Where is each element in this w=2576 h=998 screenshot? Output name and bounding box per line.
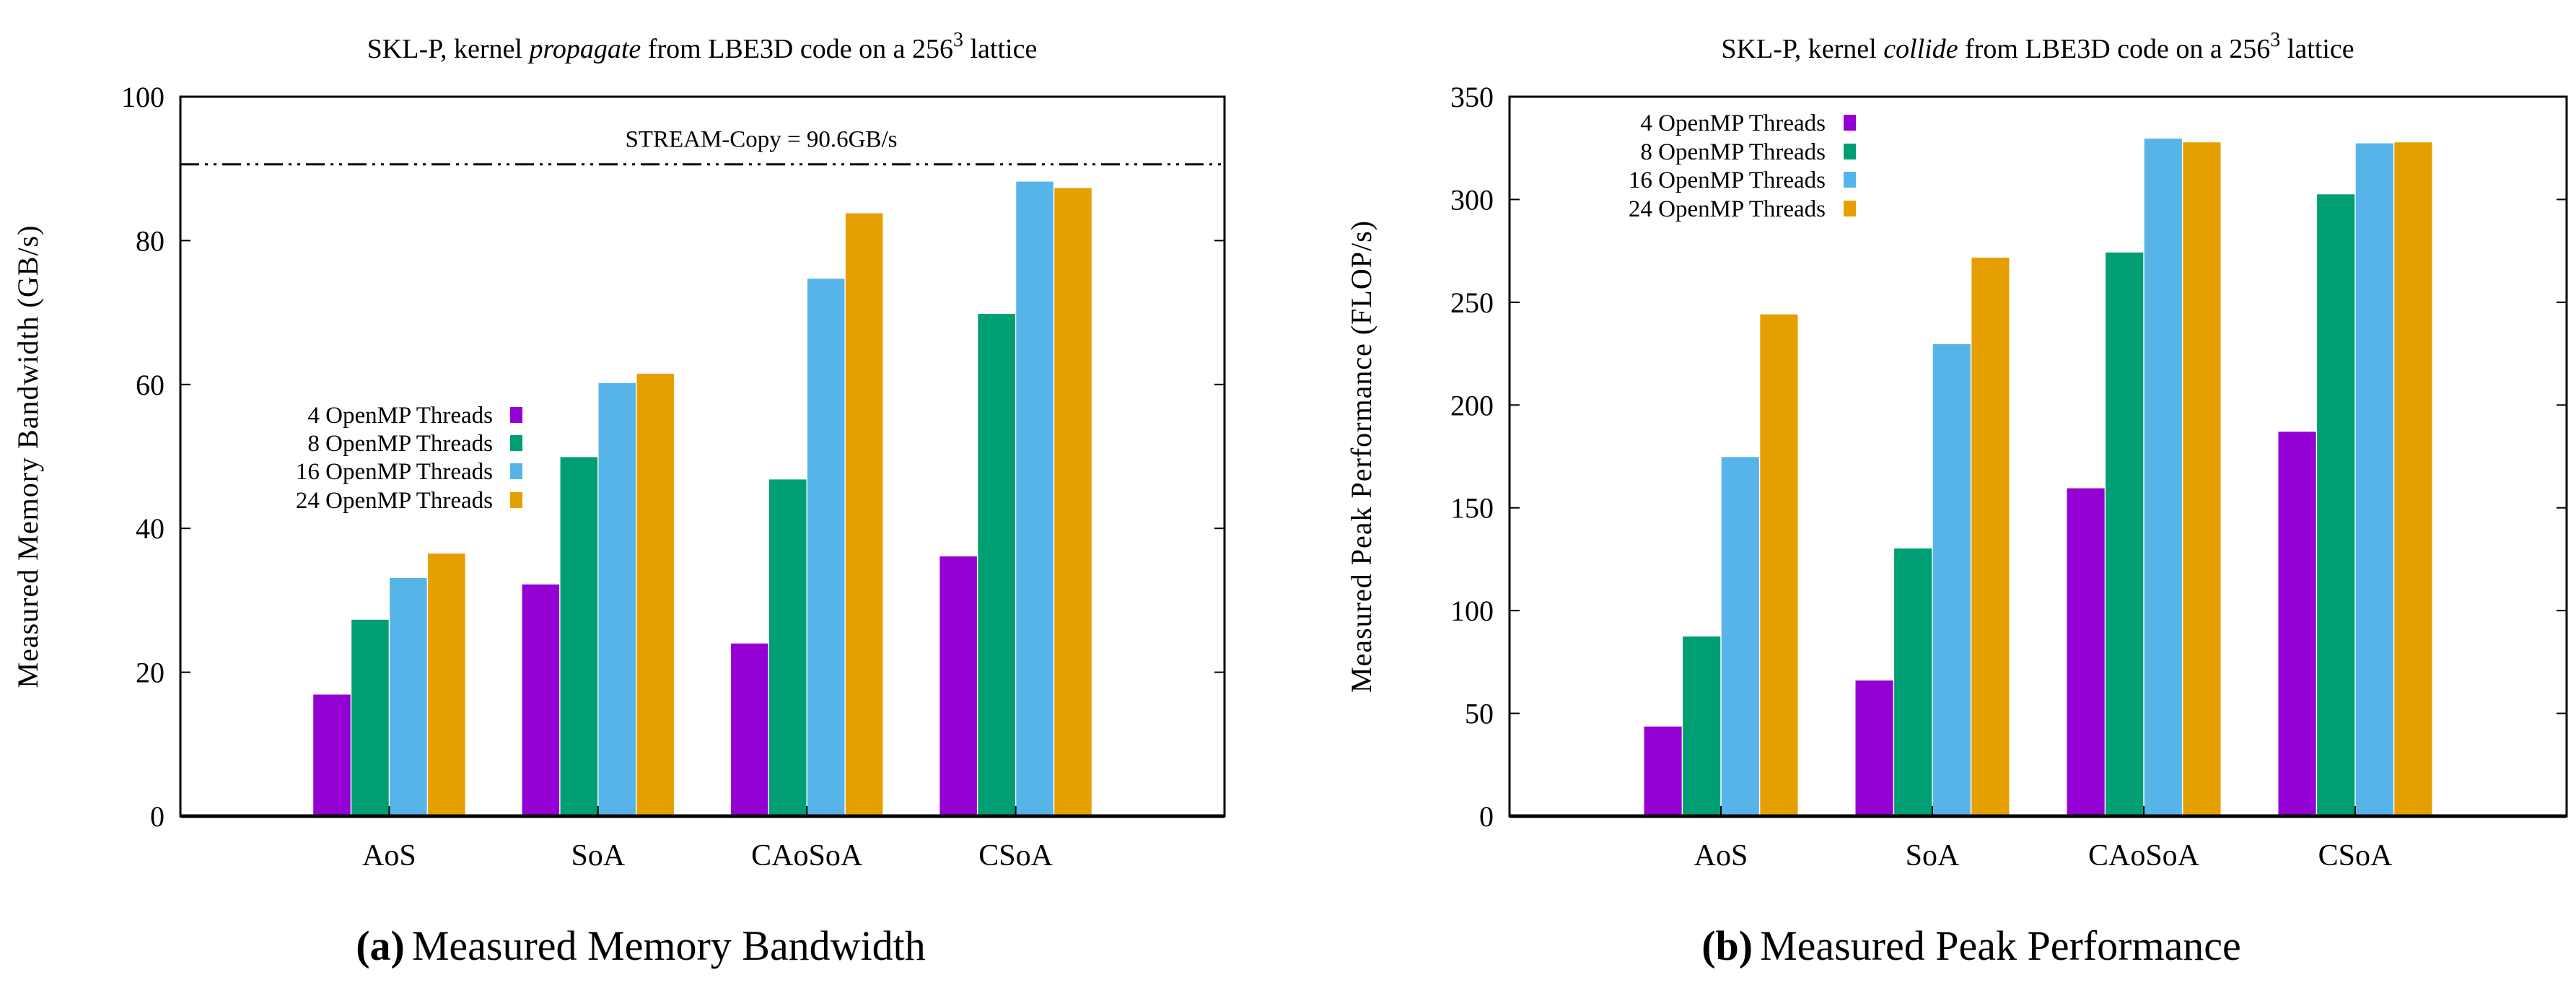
y-tick-label: 60: [136, 369, 165, 401]
bar-soa-series-0: [1855, 680, 1893, 816]
bar-aos-series-1: [1683, 636, 1721, 816]
y-tick-label: 150: [1450, 492, 1494, 525]
bar-aos-series-3: [1760, 314, 1798, 817]
y-tick-label: 250: [1450, 286, 1494, 319]
legend-label: 8 OpenMP Threads: [307, 431, 493, 457]
legend-swatch: [510, 435, 522, 451]
legend-swatch: [510, 407, 522, 423]
bar-soa-series-1: [560, 457, 598, 816]
legend-swatch: [1844, 172, 1856, 188]
bar-caosoa-series-2: [2144, 139, 2182, 817]
legend-swatch: [1844, 115, 1856, 131]
bar-caosoa-series-1: [768, 479, 807, 816]
bar-soa-series-2: [1932, 343, 1971, 816]
legend-swatch: [1844, 144, 1856, 159]
bar-aos-series-3: [428, 553, 465, 816]
subfigure-caption: (b) Measured Peak Performance: [1701, 922, 2241, 969]
performance-chart: SKL-P, kernel collide from LBE3D code on…: [1345, 29, 2568, 969]
bar-aos-series-1: [351, 619, 389, 816]
title-suffix: lattice: [963, 34, 1037, 64]
y-tick-label: 40: [136, 512, 165, 545]
bar-csoa-series-1: [978, 314, 1015, 816]
caption-text: Measured Peak Performance: [1760, 922, 2241, 969]
y-tick-label: 100: [1450, 595, 1494, 627]
y-axis-label: Measured Memory Bandwidth (GB/s): [12, 225, 44, 688]
chart-title: SKL-P, kernel propagate from LBE3D code …: [367, 29, 1038, 64]
bar-aos-series-2: [1721, 457, 1759, 816]
y-tick-label: 300: [1450, 183, 1494, 216]
bandwidth-chart: SKL-P, kernel propagate from LBE3D code …: [12, 29, 1226, 969]
title-mid: from LBE3D code on a 256: [1958, 34, 2271, 64]
x-tick-label: CSoA: [2318, 839, 2393, 872]
legend-label: 24 OpenMP Threads: [296, 488, 493, 514]
y-tick-label: 200: [1450, 389, 1494, 421]
y-tick-label: 20: [136, 657, 165, 689]
y-tick-label: 50: [1465, 698, 1494, 730]
legend-label: 16 OpenMP Threads: [296, 459, 493, 485]
title-suffix: lattice: [2280, 34, 2354, 64]
legend-label: 16 OpenMP Threads: [1629, 167, 1826, 193]
title-kernel: propagate: [527, 34, 641, 64]
legend-swatch: [1844, 201, 1856, 216]
bar-caosoa-series-3: [2183, 142, 2221, 816]
bar-csoa-series-3: [1054, 188, 1092, 816]
bar-soa-series-3: [1971, 258, 2010, 816]
y-tick-label: 0: [1479, 800, 1494, 833]
bar-aos-series-0: [313, 694, 351, 816]
bar-caosoa-series-0: [2067, 488, 2105, 816]
x-tick-label: SoA: [571, 839, 625, 872]
bar-soa-series-1: [1894, 548, 1932, 816]
y-tick-label: 100: [121, 81, 165, 113]
bar-aos-series-0: [1644, 726, 1682, 816]
bar-caosoa-series-1: [2106, 252, 2144, 816]
y-tick-label: 350: [1450, 81, 1494, 113]
y-tick-label: 0: [150, 800, 165, 833]
bar-csoa-series-2: [1016, 181, 1053, 816]
subfigure-caption: (a) Measured Memory Bandwidth: [356, 922, 926, 969]
x-tick-label: CAoSoA: [751, 839, 863, 872]
bar-caosoa-series-3: [845, 213, 883, 816]
legend-label: 4 OpenMP Threads: [1640, 110, 1826, 136]
x-tick-label: AoS: [1694, 839, 1748, 872]
bar-soa-series-2: [598, 382, 636, 816]
title-prefix: SKL-P, kernel: [367, 34, 530, 64]
bar-csoa-series-1: [2317, 194, 2355, 816]
bar-soa-series-0: [522, 584, 560, 816]
chart-title: SKL-P, kernel collide from LBE3D code on…: [1721, 29, 2354, 64]
caption-text: Measured Memory Bandwidth: [412, 922, 926, 969]
caption-letter: (b): [1701, 922, 1753, 969]
legend-swatch: [510, 463, 522, 479]
x-tick-label: CAoSoA: [2088, 839, 2200, 872]
title-sup: 3: [2270, 29, 2280, 51]
bar-csoa-series-0: [939, 556, 977, 816]
y-axis-label: Measured Peak Performance (FLOP/s): [1345, 220, 1377, 693]
title-mid: from LBE3D code on a 256: [641, 34, 953, 64]
title-kernel: collide: [1883, 34, 1958, 64]
bar-csoa-series-0: [2278, 432, 2316, 816]
legend-label: 24 OpenMP Threads: [1629, 196, 1826, 222]
legend-swatch: [510, 492, 522, 508]
bar-aos-series-2: [390, 577, 427, 816]
title-prefix: SKL-P, kernel: [1721, 34, 1883, 64]
bar-soa-series-3: [636, 373, 674, 816]
title-sup: 3: [953, 29, 963, 51]
reference-line-label: STREAM-Copy = 90.6GB/s: [625, 127, 897, 153]
legend-label: 4 OpenMP Threads: [307, 403, 493, 429]
legend-label: 8 OpenMP Threads: [1640, 139, 1826, 165]
bar-csoa-series-3: [2394, 142, 2432, 816]
x-tick-label: AoS: [362, 839, 416, 872]
bar-caosoa-series-0: [731, 643, 768, 816]
y-tick-label: 80: [136, 224, 165, 257]
x-tick-label: SoA: [1906, 839, 1960, 872]
bar-caosoa-series-2: [807, 279, 845, 817]
bar-csoa-series-2: [2355, 143, 2393, 816]
caption-letter: (a): [356, 922, 405, 969]
x-tick-label: CSoA: [978, 839, 1053, 872]
